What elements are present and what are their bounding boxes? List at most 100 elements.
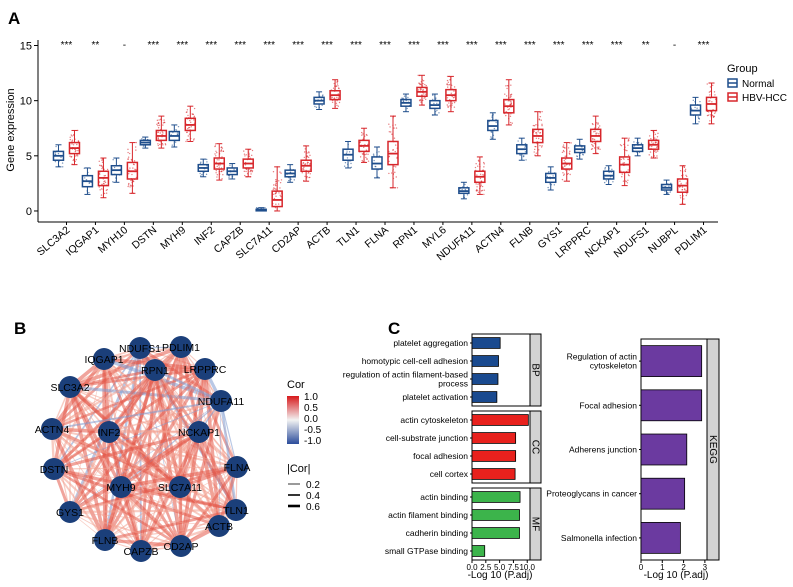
jitter-point bbox=[480, 183, 482, 185]
significance-label: *** bbox=[263, 40, 275, 51]
box-actn4-hbv-hcc bbox=[503, 79, 515, 126]
jitter-point bbox=[684, 170, 687, 173]
jitter-point bbox=[303, 168, 305, 171]
jitter-point bbox=[536, 133, 538, 135]
jitter-point bbox=[696, 107, 698, 109]
jitter-point bbox=[447, 81, 450, 83]
bar bbox=[471, 527, 520, 539]
jitter-point bbox=[534, 145, 536, 148]
jitter-point bbox=[712, 116, 715, 118]
abs-cor-tick: 0.2 bbox=[306, 480, 320, 491]
box-nckap1-hbv-hcc bbox=[618, 137, 631, 187]
jitter-point bbox=[476, 174, 478, 176]
jitter-point bbox=[248, 168, 251, 170]
jitter-point bbox=[344, 161, 347, 164]
jitter-point bbox=[620, 144, 623, 147]
cor-tick: 1.0 bbox=[304, 392, 318, 403]
jitter-point bbox=[274, 192, 277, 195]
node-circle bbox=[93, 348, 115, 370]
bar bbox=[640, 433, 688, 466]
jitter-point bbox=[275, 179, 277, 181]
box-pdlim1-hbv-hcc bbox=[705, 82, 718, 125]
jitter-point bbox=[627, 179, 629, 182]
jitter-point bbox=[623, 162, 626, 164]
x-tick-label: MYH9 bbox=[158, 224, 188, 252]
jitter-point bbox=[620, 158, 622, 161]
jitter-point bbox=[103, 192, 106, 195]
significance-label: - bbox=[673, 40, 676, 51]
jitter-point bbox=[100, 188, 103, 190]
jitter-point bbox=[649, 145, 651, 147]
jitter-point bbox=[163, 119, 165, 121]
cor-tick: 0.0 bbox=[304, 414, 318, 425]
jitter-point bbox=[464, 183, 466, 186]
jitter-point bbox=[280, 179, 283, 181]
jitter-point bbox=[156, 123, 158, 125]
jitter-point bbox=[477, 191, 480, 193]
jitter-point bbox=[402, 97, 405, 100]
jitter-point bbox=[519, 154, 521, 156]
jitter-point bbox=[174, 141, 177, 143]
jitter-point bbox=[350, 162, 352, 165]
jitter-point bbox=[193, 119, 195, 121]
jitter-point bbox=[692, 99, 695, 102]
jitter-point bbox=[447, 105, 449, 108]
jitter-point bbox=[331, 96, 333, 99]
node-flna: FLNA bbox=[224, 456, 250, 478]
jitter-point bbox=[475, 183, 477, 185]
node-circle bbox=[98, 421, 120, 443]
jitter-point bbox=[308, 171, 310, 174]
jitter-point bbox=[552, 175, 554, 177]
jitter-point bbox=[249, 170, 251, 173]
box-capzb-hbv-hcc bbox=[242, 148, 254, 178]
jitter-point bbox=[438, 112, 440, 114]
jitter-point bbox=[711, 114, 714, 117]
jitter-point bbox=[650, 138, 652, 140]
jitter-point bbox=[378, 151, 380, 153]
jitter-point bbox=[686, 193, 688, 195]
kegg-x-axis-label: -Log 10 (P.adj) bbox=[644, 570, 709, 581]
jitter-point bbox=[532, 124, 535, 127]
jitter-point bbox=[251, 154, 253, 157]
jitter-point bbox=[396, 187, 399, 189]
jitter-point bbox=[365, 153, 368, 155]
jitter-point bbox=[304, 175, 306, 178]
jitter-point bbox=[278, 180, 280, 182]
jitter-point bbox=[84, 177, 86, 179]
jitter-point bbox=[367, 160, 370, 162]
jitter-point bbox=[309, 154, 311, 157]
jitter-point bbox=[706, 114, 709, 117]
node-circle bbox=[129, 337, 151, 359]
jitter-point bbox=[626, 149, 628, 152]
y-tick-label: 15 bbox=[20, 41, 32, 53]
jitter-point bbox=[273, 184, 275, 186]
jitter-point bbox=[524, 145, 527, 148]
bar-label: small GTPase binding bbox=[385, 546, 468, 556]
box-lrpprc-hbv-hcc bbox=[589, 115, 602, 155]
jitter-point bbox=[568, 164, 571, 166]
jitter-point bbox=[162, 144, 164, 146]
jitter-point bbox=[475, 189, 478, 192]
jitter-point bbox=[483, 193, 485, 196]
jitter-point bbox=[279, 171, 281, 173]
jitter-point bbox=[70, 155, 73, 158]
node-label: RPN1 bbox=[141, 365, 169, 377]
jitter-point bbox=[541, 123, 543, 126]
significance-label: *** bbox=[437, 40, 449, 51]
jitter-point bbox=[337, 105, 340, 107]
jitter-point bbox=[279, 181, 282, 184]
jitter-point bbox=[592, 145, 594, 147]
jitter-point bbox=[597, 126, 600, 129]
x-tick-label: 5.0 bbox=[494, 563, 506, 572]
jitter-point bbox=[480, 190, 483, 192]
jitter-point bbox=[535, 137, 538, 139]
significance-label: *** bbox=[379, 40, 391, 51]
jitter-point bbox=[127, 151, 129, 154]
jitter-point bbox=[332, 87, 335, 89]
jitter-point bbox=[599, 125, 601, 127]
jitter-point bbox=[656, 150, 658, 152]
jitter-point bbox=[685, 182, 687, 184]
box-flnb-hbv-hcc bbox=[532, 110, 544, 157]
edge bbox=[69, 368, 156, 389]
box-actb-hbv-hcc bbox=[329, 79, 341, 109]
